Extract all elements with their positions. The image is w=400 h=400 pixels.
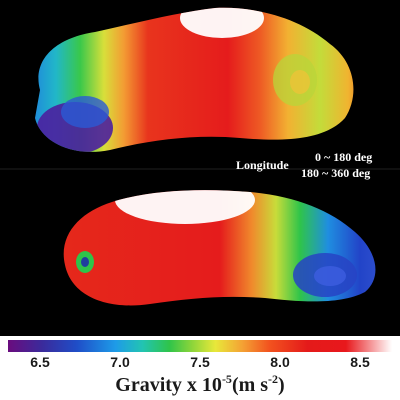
axis-title-exponent: -5 xyxy=(221,372,232,386)
map-panel-180-360 xyxy=(0,170,400,336)
asteroid-map-0-180 xyxy=(35,7,354,152)
axis-title-unit-open: (m s xyxy=(231,374,269,396)
longitude-range-bottom: 180 ~ 360 deg xyxy=(301,166,371,180)
panel-divider xyxy=(0,168,400,170)
colorbar-tick-label: 8.0 xyxy=(270,354,290,370)
colorbar-tick-label: 6.5 xyxy=(30,354,50,370)
longitude-range-top: 0 ~ 180 deg xyxy=(315,150,373,164)
longitude-label: Longitude xyxy=(236,158,289,172)
colorbar-axis-title: Gravity x 10-5(m s-2) xyxy=(0,372,400,397)
colorbar-legend: 6.5 7.0 7.5 8.0 8.5 Gravity x 10-5(m s-2) xyxy=(0,336,400,400)
axis-title-unit-close: ) xyxy=(278,374,285,396)
colorbar-tick-label: 8.5 xyxy=(350,354,370,370)
axis-title-unit-exponent: -2 xyxy=(268,372,279,386)
axis-title-prefix: Gravity x 10 xyxy=(115,374,222,396)
colorbar-tick-label: 7.5 xyxy=(190,354,210,370)
map-panel-0-180 xyxy=(0,0,400,168)
colorbar-gradient xyxy=(8,340,392,352)
asteroid-map-180-360 xyxy=(63,190,376,306)
colorbar-tick-label: 7.0 xyxy=(110,354,130,370)
